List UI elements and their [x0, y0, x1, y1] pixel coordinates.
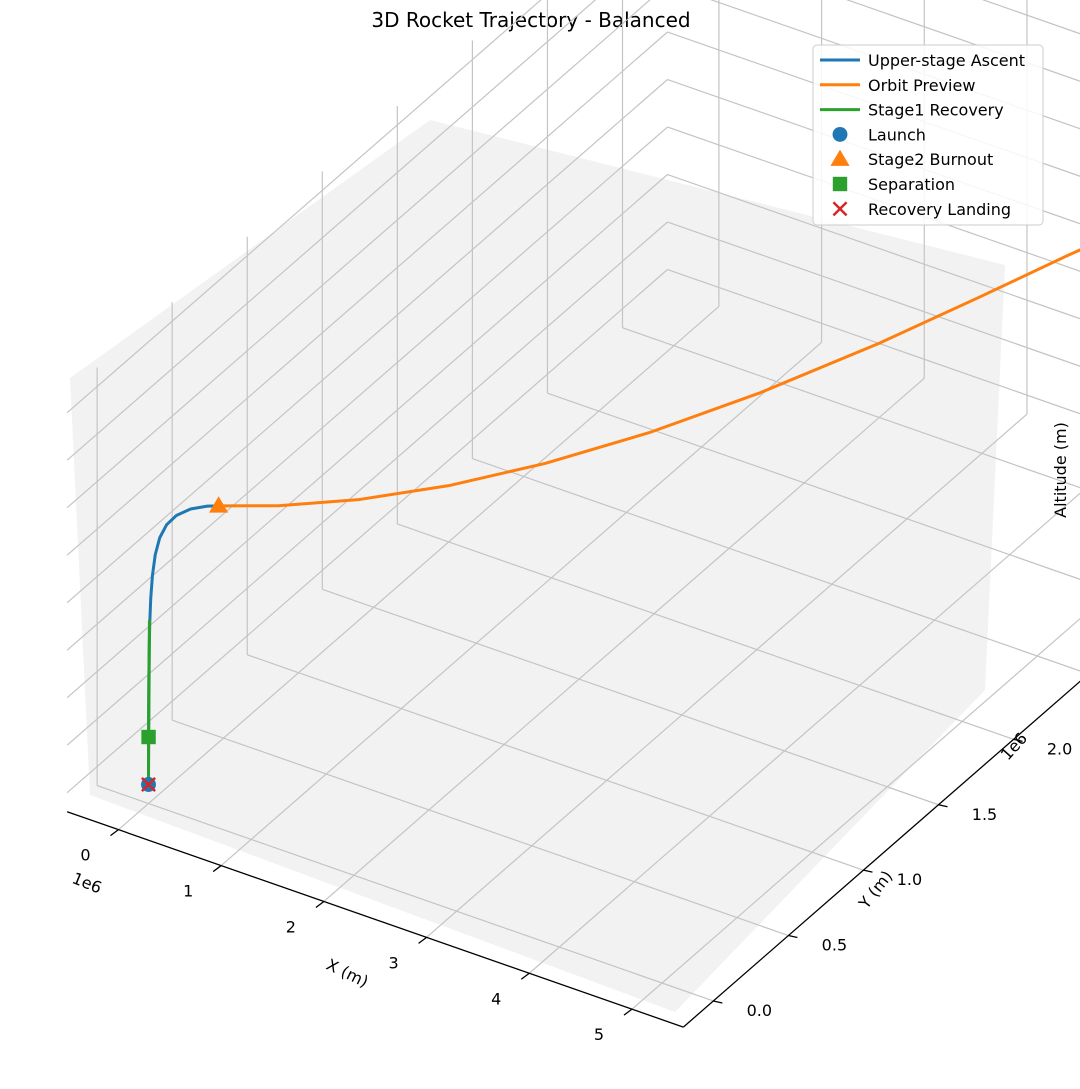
axis-ticks: 0123450.00.51.01.52.02.53.03.50250005000…	[80, 738, 1072, 1044]
back-pane-right	[430, 120, 1005, 690]
y-axis-line	[682, 680, 1080, 1028]
grid-line-z-left	[66, 79, 668, 604]
grid-line-x-floor	[220, 341, 822, 867]
grid-line-z-left	[66, 0, 651, 509]
grid-line-x-floor	[118, 306, 720, 831]
y-axis-offset-label: 1e6	[997, 729, 1031, 764]
y-tick-label: 0.5	[822, 936, 847, 955]
grid-line-x-floor	[426, 413, 1028, 938]
legend-label-orbit-preview: Orbit Preview	[868, 76, 975, 95]
back-pane-left	[70, 120, 430, 795]
x-axis-label: X (m)	[323, 955, 371, 991]
y-tick-label: 2.0	[1047, 739, 1072, 758]
legend-swatch-stage2-burnout	[830, 149, 850, 166]
grid-line-z-left	[66, 31, 668, 556]
legend-frame	[812, 44, 1044, 226]
x-tick-label: 1	[183, 882, 193, 901]
grid-line-z-right	[667, 126, 1080, 272]
x-tick-label: 0	[80, 846, 90, 865]
grid-line-y-floor	[397, 523, 1014, 740]
legend-label-recovery-landing: Recovery Landing	[868, 200, 1011, 219]
grid-line-y-floor	[322, 588, 939, 806]
y-axis-label: Y (m)	[854, 867, 896, 913]
grid-line-y-floor	[547, 392, 1080, 580]
grid-line-z-left	[66, 126, 668, 651]
grid-line-x-floor	[528, 492, 1080, 974]
x-axis-offset-label: 1e6	[69, 868, 104, 897]
x-tick-mark	[623, 1008, 633, 1016]
series-line-stage1-recovery	[147, 619, 151, 786]
marker-stage2-burnout	[209, 496, 229, 513]
y-tick-mark	[713, 1000, 723, 1004]
x-tick-label: 4	[491, 989, 501, 1008]
legend-label-stage2-burnout: Stage2 Burnout	[868, 150, 993, 169]
grid-line-z-right	[667, 221, 1080, 367]
grid-line-z-left	[66, 0, 597, 461]
grid-line-x-floor	[631, 617, 1080, 1010]
legend-label-separation: Separation	[868, 175, 955, 194]
grid-line-y-floor	[622, 327, 1080, 489]
x-tick-mark	[520, 972, 530, 980]
legend-label-upper-stage-ascent: Upper-stage Ascent	[868, 51, 1025, 70]
grid-line-z-right	[667, 173, 1080, 320]
legend-label-stage1-recovery: Stage1 Recovery	[868, 101, 1004, 120]
z-axis-label: Altitude (m)	[1051, 422, 1070, 518]
grid-line-z-right	[667, 268, 1080, 415]
series-line-orbit-preview	[217, 248, 1080, 508]
x-tick-mark	[110, 829, 119, 837]
x-tick-label: 3	[388, 953, 398, 972]
grid-line-y-floor	[247, 654, 864, 871]
grid-line-y-floor	[172, 719, 789, 937]
legend-swatch-recovery-landing	[832, 201, 848, 217]
x-tick-label: 5	[594, 1025, 604, 1044]
y-tick-label: 0.0	[747, 1001, 772, 1020]
grid-line-y-floor	[96, 784, 714, 1002]
grid-line-y-floor	[472, 457, 1080, 672]
legend-swatch-separation	[832, 176, 848, 192]
x-tick-mark	[212, 865, 222, 873]
y-tick-label: 1.5	[972, 805, 997, 824]
grid-line-z-left	[66, 174, 668, 699]
axes-panes	[70, 120, 1005, 1012]
marker-separation	[141, 729, 156, 745]
y-tick-label: 1.0	[897, 870, 922, 889]
marker-layer	[141, 496, 229, 792]
grid-line-z-left	[66, 269, 668, 794]
x-tick-mark	[315, 900, 325, 908]
grid-line-z-left	[66, 221, 668, 746]
x-tick-mark	[418, 936, 427, 944]
y-tick-mark	[938, 804, 948, 808]
x-tick-label: 2	[286, 917, 296, 936]
chart-title: 3D Rocket Trajectory - Balanced	[371, 8, 690, 32]
y-tick-mark	[788, 934, 798, 939]
legend: Upper-stage Ascent Orbit Preview Stage1 Re…	[812, 44, 1044, 226]
axis-lines	[66, 680, 1080, 1028]
y-tick-mark	[1013, 738, 1023, 742]
floor-pane	[90, 535, 985, 1012]
marker-recovery-landing	[141, 777, 156, 792]
y-tick-mark	[863, 869, 873, 873]
grid-line-z-left	[66, 0, 542, 414]
grid-line-x-floor	[323, 377, 925, 902]
legend-swatch-launch	[832, 126, 848, 142]
x-axis-line	[66, 811, 684, 1028]
legend-label-launch: Launch	[868, 125, 926, 144]
